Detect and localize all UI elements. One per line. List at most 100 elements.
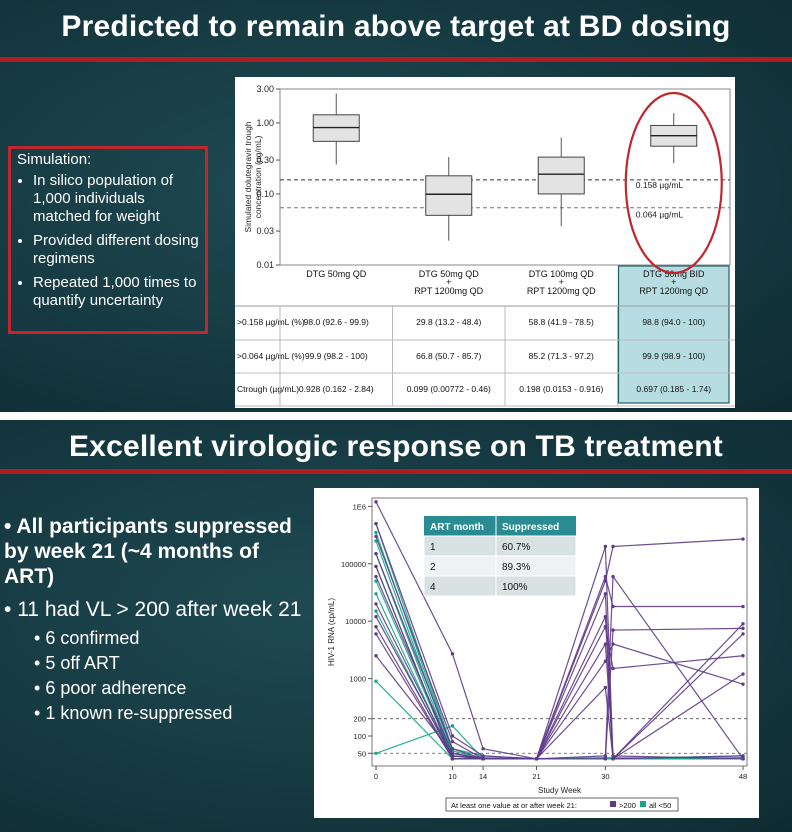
slide-title: Excellent virologic response on TB treat…	[69, 430, 723, 463]
data-point	[741, 604, 745, 609]
data-point	[481, 757, 485, 761]
legend-prefix: At least one value at or after week 21:	[451, 801, 577, 810]
data-point	[603, 574, 608, 579]
sub-bullet: • 6 poor adherence	[34, 678, 187, 698]
legend-box	[445, 797, 679, 812]
data-point	[611, 544, 615, 549]
x-tick-label: 10	[448, 772, 456, 781]
table-cell: 58.8 (41.9 - 78.5)	[529, 317, 594, 327]
data-point	[611, 628, 615, 632]
group-label: +	[671, 277, 676, 287]
data-point	[374, 592, 378, 596]
inset-table-header	[424, 516, 576, 536]
y-tick-label: 1.00	[256, 118, 274, 128]
y-tick-label: 0.30	[256, 155, 274, 165]
data-point	[450, 739, 455, 744]
box	[425, 175, 473, 216]
data-point	[611, 757, 615, 761]
data-point	[481, 747, 485, 751]
data-point	[603, 757, 608, 761]
inset-table-header-cell: Suppressed	[502, 522, 559, 533]
data-point	[611, 574, 615, 579]
table-cell: 99.9 (98.9 - 100)	[642, 351, 705, 361]
y-axis-label: Simulated dolutegravir troughconcentrati…	[243, 121, 263, 232]
data-point	[481, 754, 485, 758]
vl-chart-panel: 1E6 100000 10000 1000 200 100 50 0 10 14 21 30 48 Stu…	[314, 488, 759, 818]
table-cell: 0.198 (0.0153 - 0.916)	[519, 384, 603, 394]
data-point	[374, 614, 378, 619]
box	[537, 156, 585, 195]
table-cell: 99.9 (98.2 - 100)	[305, 351, 368, 361]
table-cell: 29.8 (13.2 - 48.4)	[416, 317, 481, 327]
group-label: DTG 100mg QD	[529, 269, 595, 279]
data-point	[534, 757, 539, 761]
data-point	[374, 625, 378, 629]
inset-table-row	[423, 575, 577, 597]
data-point	[450, 747, 455, 751]
data-point	[374, 530, 378, 535]
table-cell: 85.2 (71.3 - 97.2)	[529, 351, 594, 361]
data-point	[374, 751, 378, 755]
data-point	[450, 734, 455, 738]
title-divider	[0, 469, 792, 474]
sub-bullet: • 5 off ART	[34, 653, 120, 673]
y-tick-label: 200	[353, 715, 366, 724]
plot-frame	[279, 88, 731, 266]
data-point	[611, 642, 615, 646]
data-point	[374, 602, 378, 606]
y-tick-label: 1E6	[353, 502, 366, 511]
x-tick-label: 21	[532, 772, 540, 781]
data-point	[374, 564, 378, 569]
x-tick-label: 0	[374, 772, 378, 781]
data-point	[374, 500, 378, 504]
data-point	[374, 521, 378, 526]
x-tick-label: 14	[479, 772, 487, 781]
slide-virologic-response: Excellent virologic response on TB treat…	[0, 420, 792, 832]
y-tick-label: 0.01	[256, 260, 274, 270]
x-tick-label: 48	[739, 772, 747, 781]
bullet-item: Provided different dosing regimens	[33, 232, 199, 268]
data-point	[741, 757, 745, 761]
table-cell: 0.697 (0.185 - 1.74)	[636, 384, 711, 394]
data-point	[603, 685, 608, 690]
data-point	[741, 654, 745, 658]
y-axis-label: HIV-1 RNA (cp/mL)	[327, 598, 336, 666]
sub-bullet: • 1 known re-suppressed	[34, 703, 233, 723]
inset-table-cell: 4	[430, 582, 436, 593]
data-point	[741, 537, 745, 541]
y-tick-label: 0.10	[256, 189, 274, 199]
y-tick-label: 0.03	[256, 226, 274, 236]
inset-table-cell: 2	[430, 562, 436, 573]
bullet-main: • 11 had VL > 200 after week 21	[4, 598, 302, 621]
legend-label: >200	[619, 801, 636, 810]
table-cell: 98.8 (94.0 - 100)	[642, 317, 705, 327]
inset-table-cell: 89.3%	[502, 562, 530, 573]
reference-line-label: 0.158 µg/mL	[636, 180, 684, 190]
data-point	[741, 632, 745, 636]
group-label: RPT 1200mg QD	[527, 286, 596, 296]
inset-table-header-cell: ART month	[430, 522, 484, 533]
sub-bullets: • 6 confirmed • 5 off ART • 6 poor adher…	[34, 626, 304, 726]
data-point	[450, 757, 455, 761]
group-label: RPT 1200mg QD	[639, 286, 708, 296]
group-label: DTG 50mg QD	[419, 269, 480, 279]
data-point	[741, 672, 745, 676]
y-tick-label: 100	[353, 732, 366, 741]
inset-table-cell: 100%	[502, 582, 528, 593]
data-point	[741, 622, 745, 626]
slide-title: Predicted to remain above target at BD d…	[61, 10, 731, 43]
sub-bullet: • 6 confirmed	[34, 628, 140, 648]
group-label: +	[446, 277, 451, 287]
data-point	[450, 724, 455, 728]
table-row-label: Ctrough (µg/mL)	[237, 384, 299, 394]
table-cell: 0.928 (0.162 - 2.84)	[299, 384, 374, 394]
bullet-item: Repeated 1,000 times to quantify uncerta…	[33, 274, 199, 310]
response-bullets: • All participants suppressed by week 21…	[4, 514, 304, 726]
slide-pk-simulation: Predicted to remain above target at BD d…	[0, 0, 792, 412]
reference-line-label: 0.064 µg/mL	[636, 210, 684, 220]
group-label: +	[559, 277, 564, 287]
data-point	[374, 551, 378, 556]
legend-label: all <50	[649, 801, 671, 810]
x-tick-label: 30	[601, 772, 609, 781]
data-point	[603, 544, 608, 549]
